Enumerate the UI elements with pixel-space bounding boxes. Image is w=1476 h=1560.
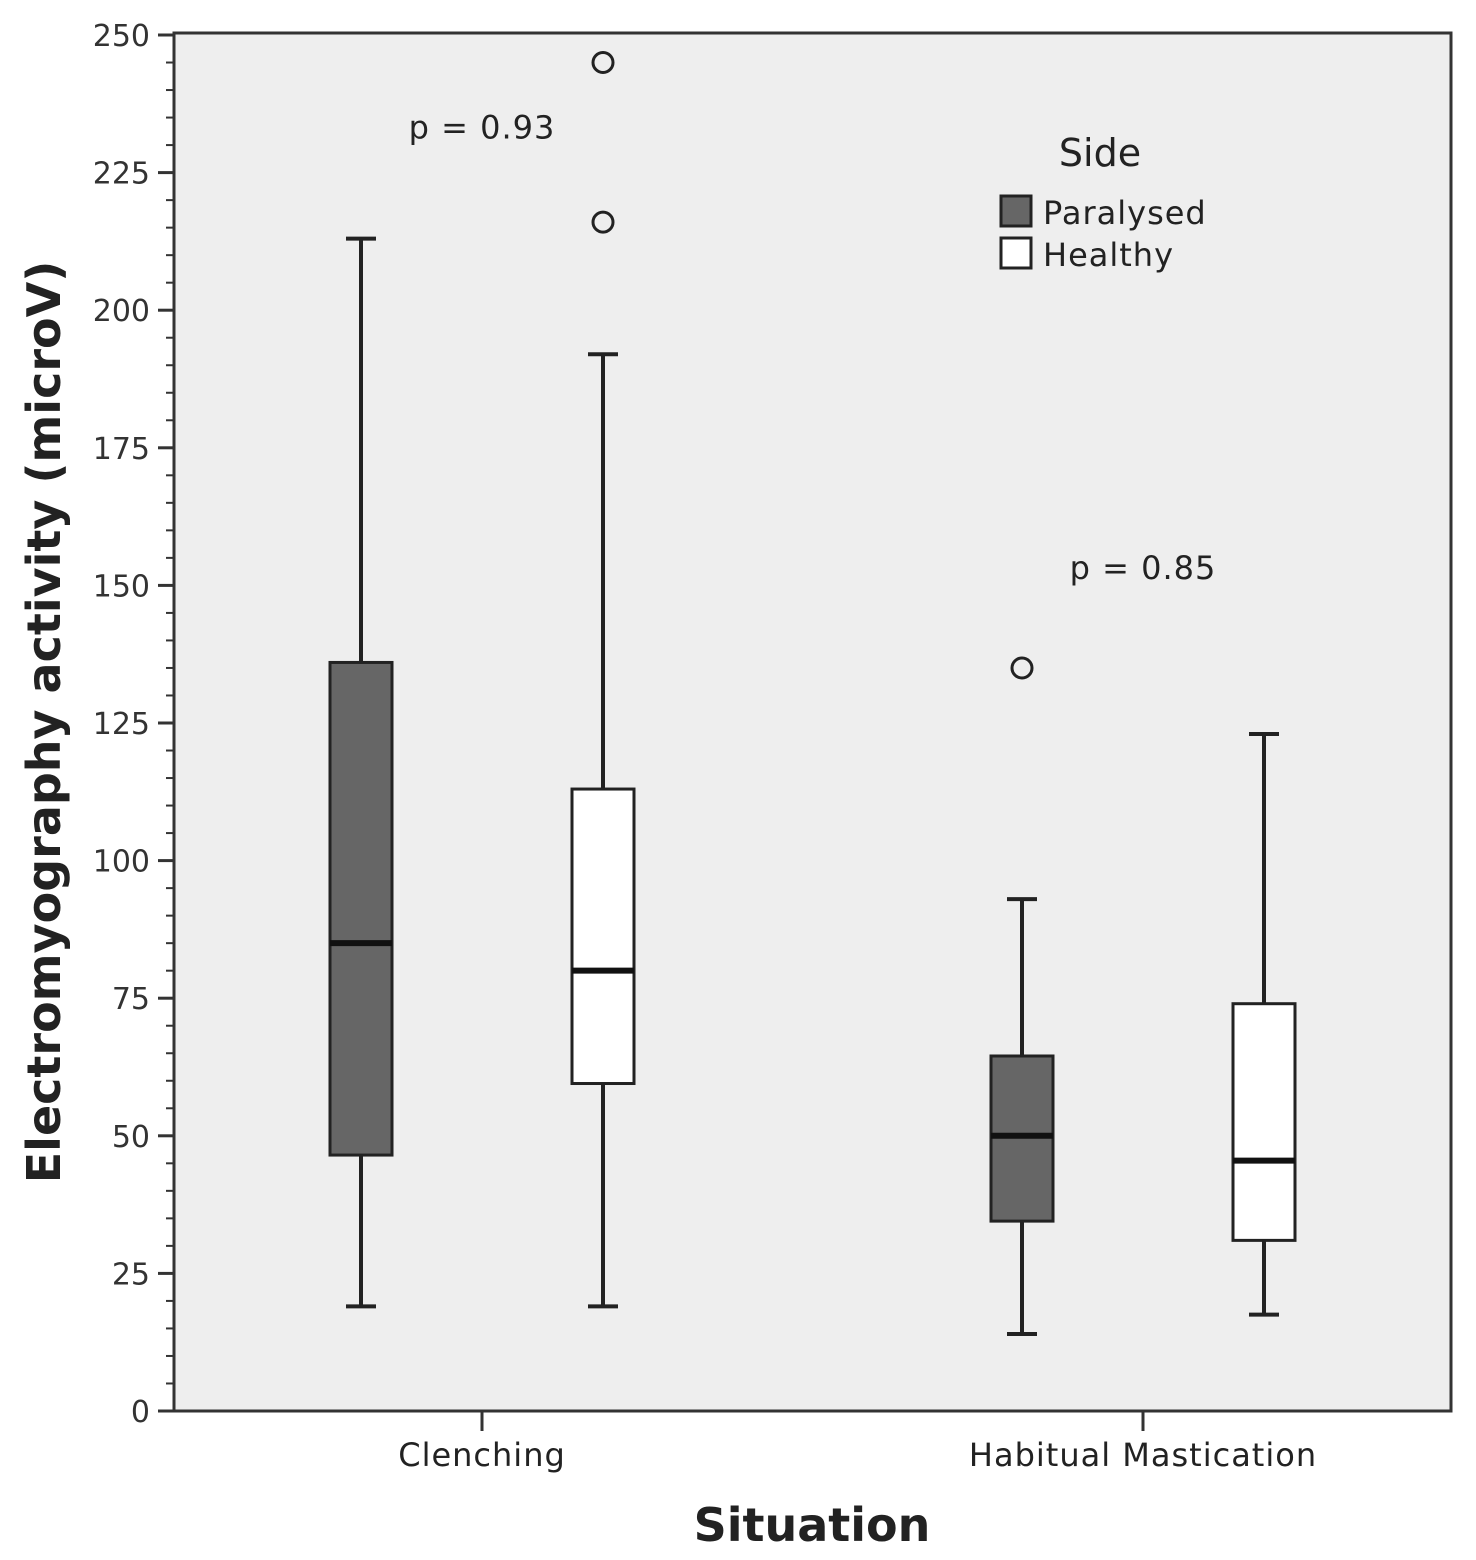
legend-label-healthy: Healthy [1043,236,1174,274]
outlier-point [591,210,615,234]
y-tick-label: 25 [112,1257,150,1292]
x-axis-title: Situation [694,1498,931,1552]
p-value-annotation: p = 0.85 [1070,549,1217,587]
x-tick-label: Clenching [398,1436,566,1474]
x-axis-ticks: Clenching Habitual Mastication [398,1411,1317,1474]
box-iqr [570,787,636,1086]
y-tick-label: 125 [93,707,150,742]
box-paralysed-1 [989,656,1055,1336]
y-tick-label: 75 [112,982,150,1017]
legend-swatch-paralysed [999,194,1033,228]
box-iqr [328,660,394,1157]
y-tick-label: 225 [93,157,150,192]
outlier-point [1010,656,1034,680]
y-tick-label: 100 [93,845,150,880]
box-healthy-0 [570,51,636,1309]
legend-swatch-healthy [999,236,1033,270]
outlier-point [591,51,615,75]
y-tick-label: 0 [131,1395,150,1430]
x-tick-label: Habitual Mastication [969,1436,1317,1474]
box-series [328,51,1297,1336]
legend-title: Side [1059,131,1141,175]
p-value-annotation: p = 0.93 [409,109,556,147]
box-iqr [1231,1002,1297,1242]
annotations: p = 0.93 p = 0.85 [409,109,1217,587]
y-axis-minor-ticks [166,61,174,1385]
y-tick-label: 50 [112,1120,150,1155]
y-tick-label: 175 [93,432,150,467]
box-healthy-1 [1231,732,1297,1317]
legend: Side Paralysed Healthy [999,131,1207,274]
y-tick-label: 250 [93,19,150,54]
legend-label-paralysed: Paralysed [1043,194,1207,232]
y-tick-label: 150 [93,569,150,604]
y-axis-major-ticks: 0 25 50 75 100 125 150 175 200 225 250 [93,19,174,1430]
box-paralysed-0 [328,236,394,1309]
y-tick-label: 200 [93,294,150,329]
y-axis-title: Electromyography activity (microV) [17,261,71,1184]
